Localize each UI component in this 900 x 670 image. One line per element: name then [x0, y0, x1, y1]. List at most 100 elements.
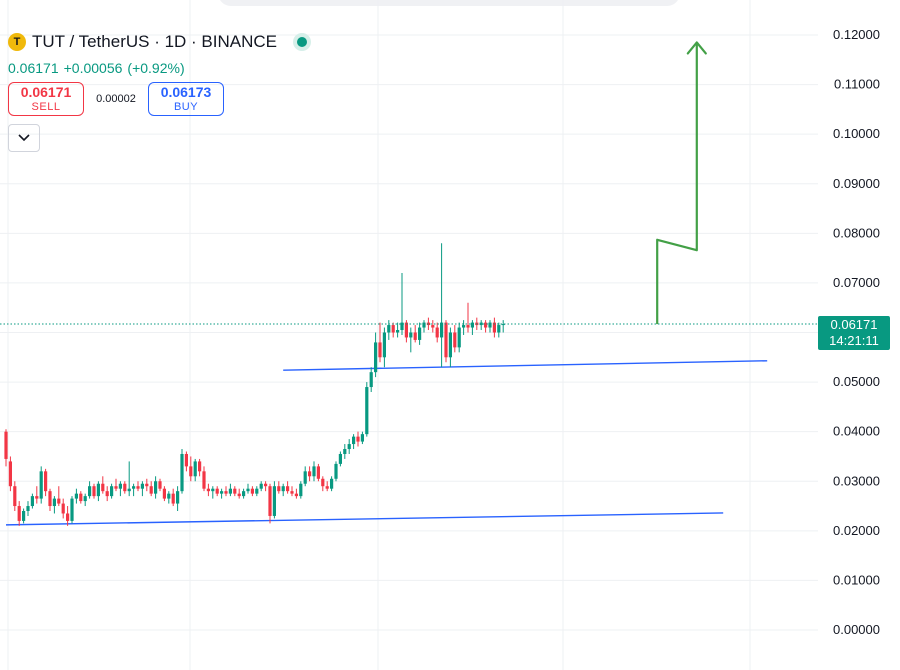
- candle-body: [140, 483, 144, 489]
- y-tick-label: 0.00000: [833, 622, 880, 637]
- candle: [140, 481, 144, 497]
- candle-body: [118, 483, 122, 489]
- candle: [360, 431, 364, 445]
- candle: [277, 481, 281, 494]
- candle-body: [198, 461, 202, 472]
- candle: [246, 483, 250, 494]
- candle: [17, 501, 21, 526]
- candle: [382, 327, 386, 368]
- symbol-header: T TUT / TetherUS · 1D · BINANCE 0.06171 …: [8, 32, 307, 152]
- candle-body: [365, 387, 369, 435]
- candle: [101, 476, 105, 494]
- candle: [466, 302, 470, 333]
- candle: [92, 483, 96, 499]
- market-status-icon[interactable]: [296, 37, 307, 47]
- candle-body: [17, 506, 21, 521]
- candle: [255, 486, 259, 497]
- candle-body: [448, 332, 452, 358]
- candle: [242, 488, 246, 499]
- candle: [259, 481, 263, 492]
- candle-body: [422, 322, 426, 328]
- candle-body: [211, 488, 215, 492]
- candle: [44, 468, 48, 497]
- collapse-button[interactable]: [8, 124, 40, 152]
- candle: [61, 498, 65, 519]
- candle-body: [22, 511, 26, 521]
- last-price-value: 0.06171: [8, 60, 59, 76]
- candle: [189, 456, 193, 482]
- projection-arrow-layer: [656, 41, 707, 325]
- candle-body: [413, 332, 417, 340]
- candle-body: [374, 342, 378, 373]
- candle: [193, 458, 197, 482]
- sell-price: 0.06171: [20, 84, 72, 101]
- candle: [110, 483, 114, 499]
- candle-body: [8, 461, 12, 487]
- candle: [39, 466, 43, 504]
- candle-body: [396, 330, 400, 333]
- candle-body: [83, 496, 87, 502]
- candle: [435, 322, 439, 343]
- candle: [400, 273, 404, 335]
- buy-button[interactable]: 0.06173 BUY: [148, 82, 224, 116]
- candle: [484, 320, 488, 333]
- candle-body: [39, 471, 43, 499]
- candle: [294, 488, 298, 499]
- candle-body: [497, 325, 501, 333]
- candle: [8, 456, 12, 492]
- candle: [268, 483, 272, 524]
- candle: [281, 483, 285, 497]
- candle-body: [242, 491, 246, 497]
- candle: [250, 486, 254, 497]
- sell-button[interactable]: 0.06171 SELL: [8, 82, 84, 116]
- candle: [118, 481, 122, 497]
- candles-layer: [4, 243, 505, 526]
- y-tick-label: 0.10000: [833, 126, 880, 141]
- candle-body: [404, 322, 408, 338]
- symbol-title[interactable]: TUT / TetherUS · 1D · BINANCE: [32, 32, 277, 51]
- candle-body: [13, 486, 17, 507]
- candle: [299, 481, 303, 499]
- candle-body: [343, 449, 347, 454]
- candle: [83, 493, 87, 507]
- candle-body: [4, 431, 8, 459]
- trade-panel: 0.06171 SELL 0.00002 0.06173 BUY: [8, 82, 307, 116]
- candle: [48, 488, 52, 511]
- candle-body: [338, 453, 342, 464]
- y-tick-label: 0.12000: [833, 27, 880, 42]
- candle: [26, 501, 30, 516]
- candle-body: [286, 486, 290, 492]
- candle-body: [26, 506, 30, 511]
- candle-body: [233, 488, 237, 494]
- candle: [325, 481, 329, 492]
- candle: [462, 320, 466, 335]
- candle: [158, 478, 162, 492]
- change-percent: (+0.92%): [127, 60, 185, 76]
- candle-body: [158, 481, 162, 489]
- sell-label: SELL: [31, 100, 61, 113]
- candle-body: [268, 486, 272, 516]
- candle-body: [30, 496, 34, 507]
- candle: [57, 486, 61, 507]
- candle: [338, 451, 342, 467]
- candle-body: [35, 496, 39, 499]
- candle: [396, 322, 400, 338]
- candle: [264, 481, 268, 492]
- price-change-row: 0.06171 +0.00056 (+0.92%): [8, 60, 307, 76]
- candle: [105, 486, 109, 502]
- candle-body: [466, 325, 470, 328]
- candle: [431, 320, 435, 333]
- top-scroll-indicator: [218, 0, 680, 6]
- candle-body: [162, 488, 166, 499]
- candle-body: [294, 493, 298, 497]
- candle: [321, 476, 325, 492]
- last-price-tag: [818, 316, 890, 351]
- y-tick-label: 0.09000: [833, 176, 880, 191]
- candle-body: [391, 325, 395, 333]
- candle-body: [66, 513, 70, 521]
- candle: [470, 320, 474, 335]
- candle-body: [277, 486, 281, 492]
- candle: [422, 320, 426, 333]
